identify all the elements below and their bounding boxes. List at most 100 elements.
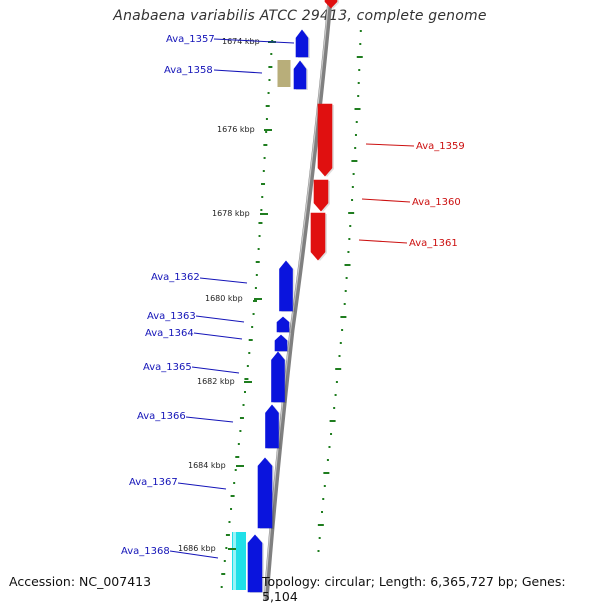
gene-label-ava-1360[interactable]: Ava_1360 [361,197,461,208]
kbp-tick-mark [260,213,268,215]
gc-skew-mark [261,196,264,198]
cds-feature-ava-1364 [274,334,289,352]
genome-backbone [263,0,333,600]
leader-line [365,143,415,147]
gc-skew-mark [267,92,270,94]
gc-skew-mark [352,173,355,175]
gene-label-ava-1364[interactable]: Ava_1364 [145,328,243,340]
gc-skew-mark [223,560,226,562]
gc-skew-mark [348,238,351,240]
gc-skew-mark [317,550,320,552]
gc-skew-track-outer [317,30,363,552]
gc-skew-mark [248,339,253,341]
leader-line [191,366,240,374]
cds-feature-ava-1365 [271,351,287,403]
gene-name[interactable]: Ava_1358 [164,65,213,76]
gene-name[interactable]: Ava_1366 [137,411,186,422]
cds-feature-ava-1361 [310,212,327,261]
gene-label-ava-1362[interactable]: Ava_1362 [151,272,248,284]
gene-name[interactable]: Ava_1364 [145,328,194,339]
accession-label: Accession: NC_007413 [9,574,152,589]
gene-name[interactable]: Ava_1360 [412,197,461,208]
gc-skew-mark [270,53,273,55]
gene-label-ava-1367[interactable]: Ava_1367 [129,477,227,490]
gc-skew-mark [243,391,246,393]
gc-skew-mark [242,404,245,406]
kbp-tick-label: 1684 kbp [188,461,226,470]
gc-skew-mark [263,144,268,146]
gc-skew-mark [357,95,360,97]
gc-skew-mark [330,433,333,435]
gene-name[interactable]: Ava_1361 [409,238,458,249]
gene-label-ava-1357[interactable]: Ava_1357 [166,34,295,45]
gc-skew-mark [234,469,237,471]
other-gene-feature-edge [233,532,236,590]
gc-skew-mark [333,407,336,409]
cds-feature-ava-1360 [313,179,330,212]
gc-skew-mark [262,170,265,172]
gc-skew-mark [357,82,360,84]
leader-line [358,239,408,244]
leader-line [169,550,219,559]
gc-skew-mark [260,209,263,211]
gc-skew-mark [235,456,240,458]
leader-line [195,315,245,323]
gene-name[interactable]: Ava_1357 [166,34,215,45]
gc-skew-mark [323,472,330,474]
feature-track [232,0,339,593]
gc-skew-mark [348,212,355,214]
gene-label-ava-1359[interactable]: Ava_1359 [365,141,465,152]
gc-skew-mark [349,225,352,227]
gene-name[interactable]: Ava_1365 [143,362,192,373]
gene-label-ava-1368[interactable]: Ava_1368 [121,546,219,559]
cds-feature-ava-1357 [295,29,310,58]
reverse-cds-feature-partial [324,0,339,9]
gc-skew-mark [221,573,226,575]
gc-skew-mark [251,326,254,328]
gc-skew-mark [344,264,351,266]
gc-skew-mark [338,355,341,357]
cds-feature-ava-1367 [257,457,274,529]
gc-skew-mark [246,365,249,367]
gc-skew-mark [359,43,362,45]
gc-skew-mark [258,222,263,224]
gene-name[interactable]: Ava_1359 [416,141,465,152]
gc-skew-mark [228,521,231,523]
gc-skew-mark [265,105,270,107]
gene-label-ava-1365[interactable]: Ava_1365 [143,362,240,374]
gc-skew-mark [343,303,346,305]
gc-skew-mark [254,287,257,289]
gene-label-ava-1361[interactable]: Ava_1361 [358,238,458,249]
gene-name[interactable]: Ava_1362 [151,272,200,283]
gc-skew-mark [220,586,223,588]
gc-skew-mark [248,352,251,354]
gc-skew-mark [326,459,329,461]
gc-skew-mark [335,368,342,370]
gene-name[interactable]: Ava_1363 [147,311,196,322]
gene-name[interactable]: Ava_1367 [129,477,178,488]
gc-skew-mark [268,66,273,68]
gc-skew-mark [230,495,235,497]
gc-skew-mark [321,511,324,513]
gc-skew-mark [329,420,336,422]
gc-skew-mark [351,199,354,201]
leader-line [177,482,227,490]
rna-gene-feature [277,60,291,87]
kbp-ticks: 1674 kbp 1676 kbp 1678 kbp 1680 kbp 1682 kbp… [178,37,276,553]
gc-skew-mark [233,482,236,484]
gene-label-ava-1358[interactable]: Ava_1358 [164,65,263,76]
gc-skew-mark [356,56,363,58]
gc-skew-mark [225,547,228,549]
gc-skew-mark [334,394,337,396]
gene-label-ava-1366[interactable]: Ava_1366 [137,411,234,423]
gene-name[interactable]: Ava_1368 [121,546,170,557]
kbp-tick-label: 1680 kbp [205,294,243,303]
leader-line [361,198,411,203]
kbp-tick-label: 1674 kbp [222,37,260,46]
gc-skew-mark [351,186,354,188]
kbp-tick-label: 1678 kbp [212,209,250,218]
gc-skew-mark [230,508,233,510]
gc-skew-mark [340,316,347,318]
gene-label-ava-1363[interactable]: Ava_1363 [147,311,245,323]
